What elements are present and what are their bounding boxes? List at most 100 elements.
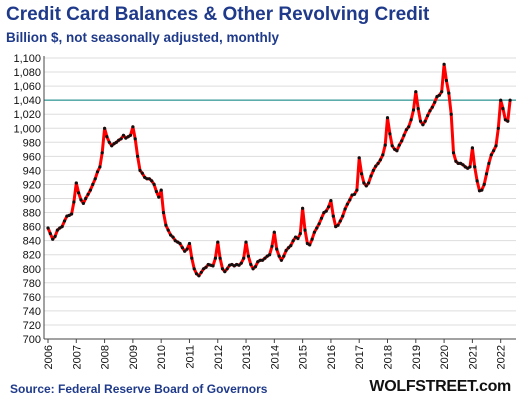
data-point <box>91 182 95 186</box>
data-point <box>136 154 140 158</box>
data-point <box>251 267 255 271</box>
x-tick-label: 2022 <box>496 345 508 369</box>
data-point <box>138 168 142 172</box>
data-point <box>418 119 423 123</box>
data-point <box>157 195 161 199</box>
data-point <box>404 128 408 132</box>
data-point <box>70 212 74 216</box>
data-point <box>258 258 262 262</box>
data-point <box>310 237 314 241</box>
data-point <box>397 143 401 147</box>
data-point <box>435 95 439 99</box>
data-point <box>55 228 60 232</box>
data-point <box>489 153 493 157</box>
data-point <box>331 214 335 218</box>
data-point <box>289 244 293 248</box>
data-point <box>369 174 373 178</box>
data-point <box>312 230 316 234</box>
data-point <box>456 161 460 165</box>
data-point <box>171 235 175 239</box>
data-point <box>242 256 246 260</box>
data-point <box>220 267 225 271</box>
data-point <box>338 219 342 223</box>
y-tick-label: 980 <box>23 137 41 149</box>
data-point <box>223 270 227 274</box>
data-point <box>237 263 241 267</box>
data-point <box>279 258 283 262</box>
x-tick-label: 2016 <box>326 345 338 369</box>
data-point <box>100 151 104 155</box>
data-point <box>265 254 269 258</box>
data-point <box>324 209 328 213</box>
data-point <box>357 156 361 160</box>
data-point <box>176 240 180 244</box>
data-point <box>173 239 177 243</box>
data-point <box>105 135 109 139</box>
data-point <box>249 262 253 267</box>
data-point <box>473 165 477 169</box>
y-tick-label: 780 <box>23 278 41 290</box>
data-point <box>154 189 158 194</box>
y-tick-label: 1,080 <box>13 67 41 79</box>
data-point <box>98 165 102 169</box>
data-point <box>294 235 298 239</box>
data-point <box>494 144 498 148</box>
data-point <box>204 265 208 269</box>
data-point <box>449 112 453 116</box>
x-tick-label: 2007 <box>71 345 83 369</box>
data-point <box>428 109 432 113</box>
data-point <box>169 233 173 237</box>
data-point <box>124 136 128 140</box>
data-point <box>303 228 307 232</box>
data-point <box>48 232 52 236</box>
data-point <box>164 223 168 227</box>
data-point <box>190 256 194 260</box>
data-point <box>327 205 331 209</box>
data-point <box>482 182 486 186</box>
data-point <box>235 262 239 267</box>
axes <box>43 56 516 343</box>
data-point <box>218 256 222 260</box>
data-point <box>381 153 385 157</box>
y-tick-label: 960 <box>23 151 41 163</box>
y-axis-tick-labels: 700 720 740 760 780 800 820 840 860 880 900 920 940 9… <box>13 53 41 346</box>
data-point <box>119 137 123 141</box>
data-point <box>244 240 248 244</box>
data-point <box>385 116 390 120</box>
data-point <box>272 230 276 234</box>
data-point <box>284 248 288 253</box>
data-point <box>46 226 50 230</box>
data-point <box>53 234 57 238</box>
data-point <box>147 177 151 181</box>
x-tick-label: 2020 <box>439 345 451 369</box>
data-point <box>374 164 378 168</box>
data-point <box>128 133 133 137</box>
data-point <box>183 249 187 253</box>
data-point <box>103 126 107 130</box>
data-point <box>315 226 319 230</box>
x-tick-label: 2010 <box>156 345 168 369</box>
data-point <box>296 236 300 241</box>
data-point <box>423 119 427 123</box>
x-tick-label: 2018 <box>383 345 395 369</box>
data-point <box>442 62 446 66</box>
chart-title: Credit Card Balances & Other Revolving C… <box>6 4 430 25</box>
x-tick-label: 2009 <box>128 345 140 369</box>
y-tick-label: 1,060 <box>13 81 41 93</box>
x-tick-label: 2013 <box>241 345 253 369</box>
data-point <box>126 135 130 139</box>
data-point <box>508 98 512 102</box>
data-point <box>216 240 220 244</box>
data-point <box>451 151 456 155</box>
data-point <box>348 198 352 202</box>
data-point <box>232 264 236 268</box>
data-point <box>463 165 467 169</box>
x-tick-label: 2011 <box>184 345 196 369</box>
y-tick-label: 1,000 <box>13 123 41 135</box>
data-point <box>199 270 203 274</box>
y-tick-label: 820 <box>23 250 41 262</box>
data-point <box>459 161 463 165</box>
y-tick-label: 1,020 <box>13 109 41 121</box>
y-tick-label: 840 <box>23 236 41 248</box>
x-tick-label: 2015 <box>298 345 310 369</box>
